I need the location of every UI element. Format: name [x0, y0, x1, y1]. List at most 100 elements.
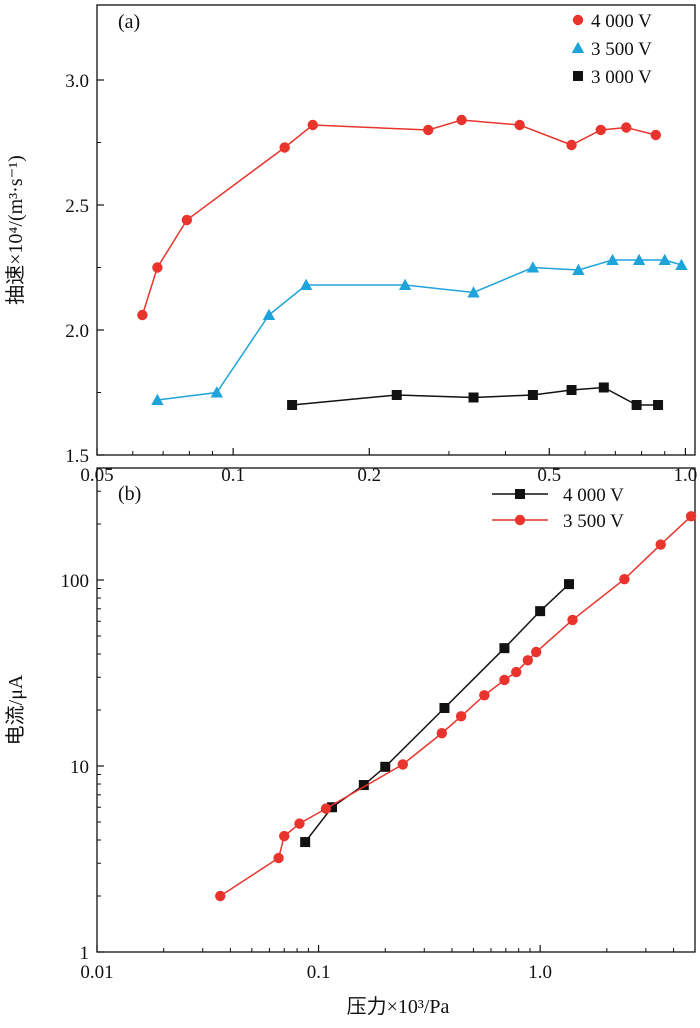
- data-point: [658, 253, 671, 265]
- panel-label: (b): [118, 483, 141, 505]
- data-point: [675, 258, 688, 270]
- data-point: [380, 761, 391, 772]
- data-point: [606, 253, 619, 265]
- series-3500v: [215, 511, 697, 902]
- y-tick-label: 2.0: [65, 321, 89, 342]
- legend-marker: [514, 514, 526, 526]
- y-tick-label: 1: [80, 943, 90, 964]
- data-point: [391, 390, 402, 400]
- data-point: [526, 261, 540, 273]
- series-3500v: [151, 253, 688, 405]
- legend-label: 4 000 V: [591, 11, 652, 32]
- plot-frame: [96, 467, 696, 953]
- y-tick-label: 2.5: [65, 196, 89, 217]
- data-point: [621, 122, 632, 133]
- data-point: [514, 119, 525, 131]
- data-point: [522, 655, 534, 666]
- panel-b: 0.01 0.1 1.0 1 10 100 (b) 电流/μA 压力×10³/Pa 4 000 V…: [4, 467, 697, 1018]
- data-point: [439, 703, 450, 714]
- data-point: [181, 214, 193, 226]
- y-tick-label: 3.0: [65, 71, 89, 92]
- data-point: [499, 674, 510, 686]
- data-point: [564, 579, 575, 590]
- data-point: [299, 278, 313, 290]
- data-point: [479, 690, 490, 701]
- data-point: [327, 802, 338, 813]
- x-tick-label: 0.2: [357, 465, 381, 486]
- y-tick-label: 100: [61, 571, 90, 592]
- data-point: [307, 119, 318, 131]
- data-point: [300, 837, 311, 848]
- data-point: [499, 643, 510, 654]
- series-line: [157, 259, 682, 401]
- data-point: [632, 253, 646, 265]
- data-point: [572, 263, 585, 275]
- y-tick-label: 10: [70, 757, 89, 778]
- data-point: [397, 759, 409, 770]
- data-point: [655, 539, 666, 550]
- data-point: [436, 728, 448, 739]
- data-point: [566, 385, 577, 395]
- x-tick-label: 1.0: [674, 465, 698, 486]
- data-point: [262, 308, 276, 320]
- data-point: [287, 400, 298, 410]
- data-point: [595, 124, 607, 136]
- data-point: [358, 780, 369, 791]
- series-4000v: [300, 579, 575, 848]
- data-point: [511, 666, 522, 678]
- data-point: [294, 818, 305, 829]
- y-tick-label: 1.5: [65, 446, 89, 467]
- y-axis-title: 抽速×10⁴/(m³·s⁻¹): [4, 155, 27, 305]
- plot-frame: [96, 4, 696, 456]
- data-point: [279, 142, 290, 153]
- legend-marker: [573, 71, 583, 81]
- data-point: [467, 286, 480, 298]
- series-line: [304, 583, 570, 843]
- legend-label: 3 000 V: [591, 67, 652, 88]
- panel-a: 0.05 0.1 0.2 0.5 1.01.52.02.53.0(a)抽速×10⁴/(m…: [4, 4, 698, 486]
- x-axis-title: 压力×10³/Pa: [347, 995, 450, 1018]
- series-4000v: [137, 114, 661, 321]
- data-point: [398, 278, 412, 290]
- data-point: [527, 390, 538, 400]
- data-point: [653, 400, 664, 410]
- data-point: [619, 573, 630, 585]
- legend-label: 3 500 V: [591, 39, 652, 60]
- data-point: [531, 646, 542, 658]
- data-point: [215, 890, 226, 902]
- data-point: [152, 262, 163, 273]
- legend-marker: [572, 14, 584, 26]
- x-tick-label: 0.5: [537, 465, 561, 486]
- legend-marker: [515, 489, 525, 499]
- data-point: [210, 386, 223, 398]
- x-tick-label: 1.0: [528, 962, 552, 983]
- series-line: [292, 386, 659, 406]
- x-tick-label: 0.1: [307, 962, 331, 983]
- data-point: [423, 124, 434, 136]
- data-point: [455, 711, 467, 722]
- data-point: [598, 382, 609, 393]
- data-point: [631, 400, 642, 410]
- data-point: [273, 852, 284, 864]
- panel-label: (a): [118, 11, 140, 33]
- data-point: [650, 129, 661, 141]
- y-axis-title: 电流/μA: [4, 674, 27, 745]
- legend-marker: [571, 41, 585, 53]
- data-point: [151, 393, 164, 405]
- data-point: [535, 606, 546, 617]
- data-point: [279, 830, 290, 842]
- data-point: [685, 511, 697, 522]
- series-3000v: [287, 382, 664, 410]
- series-line: [219, 515, 692, 897]
- x-tick-label: 0.01: [80, 962, 113, 983]
- data-point: [137, 309, 148, 321]
- data-point: [468, 392, 479, 403]
- data-point: [456, 114, 467, 126]
- data-point: [567, 614, 578, 626]
- legend-label: 4 000 V: [563, 485, 624, 506]
- legend-label: 3 500 V: [563, 511, 624, 532]
- data-point: [320, 803, 332, 814]
- data-point: [566, 139, 577, 151]
- x-tick-label: 0.1: [221, 465, 245, 486]
